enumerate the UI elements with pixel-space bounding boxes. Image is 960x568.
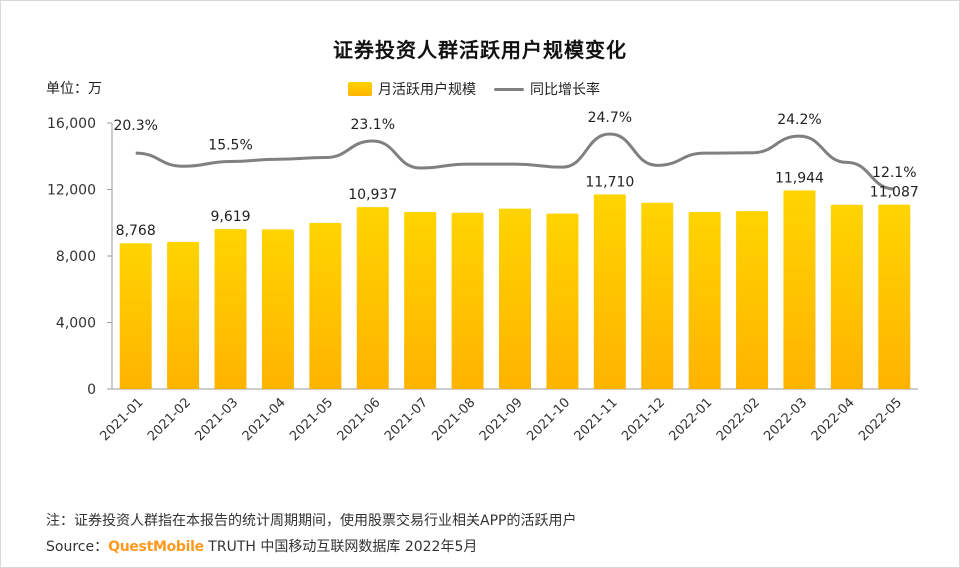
legend-bar-label: 月活跃用户规模 — [378, 82, 476, 98]
line-value-label: 20.3% — [113, 118, 157, 134]
x-tick-label: 2021-03 — [192, 395, 241, 444]
x-tick-label: 2021-12 — [619, 395, 668, 444]
bar-value-label: 11,710 — [585, 174, 634, 190]
bar-2022-01 — [688, 211, 721, 389]
bar-2021-08 — [451, 212, 484, 389]
x-tick-label: 2022-02 — [714, 395, 763, 444]
bar-2022-03 — [783, 190, 816, 389]
bar-2022-02 — [736, 211, 769, 389]
bar-2021-04 — [261, 229, 294, 389]
line-value-label: 23.1% — [351, 117, 395, 133]
x-tick-label: 2021-04 — [240, 395, 289, 444]
x-tick-label: 2021-06 — [335, 395, 384, 444]
chart-title: 证券投资人群活跃用户规模变化 — [333, 38, 627, 62]
y-tick-label: 8,000 — [56, 249, 96, 265]
legend-bar-swatch — [348, 82, 372, 96]
bar-value-label: 11,087 — [870, 185, 919, 201]
line-value-label: 12.1% — [872, 165, 916, 181]
source-brand: QuestMobile — [108, 539, 204, 555]
legend-line-label: 同比增长率 — [530, 82, 600, 98]
bar-2021-10 — [546, 213, 579, 389]
line-value-label: 15.5% — [208, 137, 252, 153]
x-tick-label: 2022-04 — [809, 395, 858, 444]
y-tick-label: 0 — [87, 382, 96, 398]
x-tick-label: 2021-11 — [572, 395, 621, 444]
legend-item-bar: 月活跃用户规模 — [348, 79, 476, 99]
bar-2022-04 — [830, 204, 863, 389]
x-tick-label: 2022-01 — [666, 395, 715, 444]
line-value-label: 24.2% — [777, 112, 821, 128]
x-tick-label: 2022-03 — [761, 395, 810, 444]
bar-value-label: 9,619 — [210, 209, 250, 225]
legend-line-swatch — [494, 87, 524, 91]
growth-rate-line — [135, 132, 895, 191]
x-tick-label: 2021-09 — [477, 395, 526, 444]
x-tick-label: 2021-07 — [382, 395, 431, 444]
source-suffix: TRUTH 中国移动互联网数据库 2022年5月 — [203, 539, 478, 555]
bar-2021-11 — [593, 194, 626, 389]
bar-2022-05 — [878, 204, 911, 389]
y-tick-label: 16,000 — [47, 116, 96, 132]
source-line: Source：QuestMobile TRUTH 中国移动互联网数据库 2022… — [46, 536, 477, 556]
x-tick-label: 2021-01 — [98, 395, 147, 444]
bar-2021-02 — [167, 241, 200, 389]
x-tick-label: 2021-10 — [524, 395, 573, 444]
footnote: 注：证券投资人群指在本报告的统计周期期间，使用股票交易行业相关APP的活跃用户 — [46, 513, 577, 529]
x-tick-label: 2021-02 — [145, 395, 194, 444]
x-tick-label: 2021-05 — [287, 395, 336, 444]
y-tick-label: 12,000 — [47, 183, 96, 199]
x-tick-label: 2021-08 — [429, 395, 478, 444]
bar-2021-01 — [119, 243, 152, 389]
bar-2021-09 — [499, 208, 531, 389]
line-value-label: 24.7% — [588, 110, 632, 126]
bar-2021-07 — [404, 211, 437, 389]
legend-item-line: 同比增长率 — [476, 79, 600, 99]
bar-2021-12 — [641, 202, 674, 389]
y-tick-label: 4,000 — [56, 316, 96, 332]
x-tick-label: 2022-05 — [856, 395, 905, 444]
bar-value-label: 11,944 — [775, 170, 824, 186]
source-prefix: Source： — [46, 539, 109, 555]
unit-label: 单位：万 — [46, 81, 102, 97]
bar-2021-05 — [309, 222, 342, 389]
bar-value-label: 10,937 — [348, 187, 397, 203]
bar-2021-06 — [356, 207, 389, 389]
bar-value-label: 8,768 — [116, 223, 156, 239]
legend: 月活跃用户规模 同比增长率 — [348, 79, 600, 99]
bar-2021-03 — [214, 229, 247, 389]
